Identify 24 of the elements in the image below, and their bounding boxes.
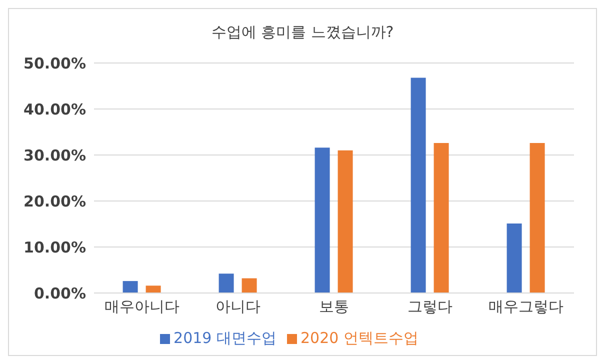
bar bbox=[530, 143, 545, 293]
bar bbox=[338, 150, 353, 293]
y-tick-label: 30.00% bbox=[24, 146, 86, 164]
x-tick-label: 아니다 bbox=[216, 298, 260, 316]
x-tick-label: 매우그렇다 bbox=[488, 298, 564, 316]
y-tick-label: 10.00% bbox=[24, 238, 86, 256]
bar bbox=[314, 148, 330, 293]
bar bbox=[218, 274, 234, 293]
bar bbox=[146, 286, 161, 293]
chart-title: 수업에 흥미를 느꼈습니까? bbox=[210, 22, 395, 43]
x-tick-label: 보통 bbox=[319, 298, 349, 316]
y-tick-label: 0.00% bbox=[34, 284, 86, 302]
x-tick-label: 매우아니다 bbox=[104, 298, 180, 316]
legend-label: 2019 대면수업 bbox=[174, 329, 276, 347]
bar bbox=[434, 143, 449, 293]
y-tick-label: 50.00% bbox=[24, 54, 86, 72]
x-tick-label: 그렇다 bbox=[408, 298, 452, 316]
y-tick-label: 20.00% bbox=[24, 192, 86, 210]
bar bbox=[410, 78, 426, 293]
legend-label: 2020 언텍트수업 bbox=[300, 329, 418, 347]
bar bbox=[122, 281, 138, 293]
y-tick-label: 40.00% bbox=[24, 100, 86, 118]
bar bbox=[506, 224, 522, 293]
bar bbox=[242, 278, 257, 293]
